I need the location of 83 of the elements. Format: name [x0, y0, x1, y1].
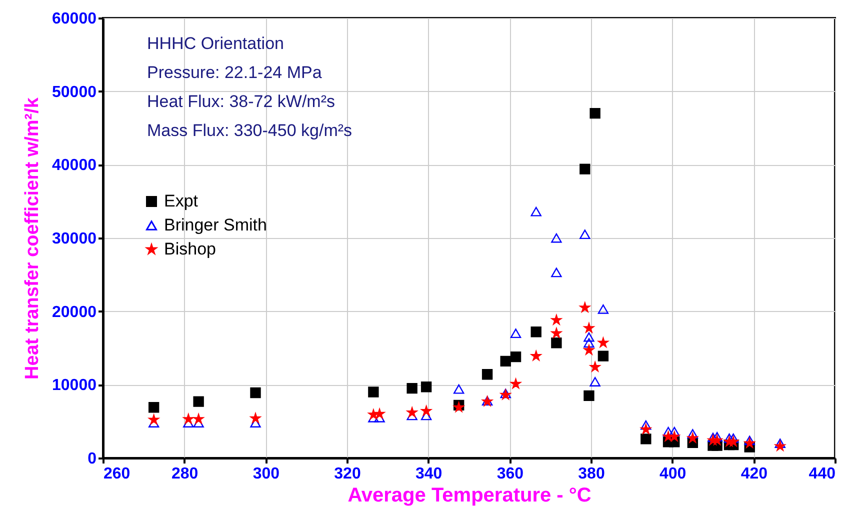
point [774, 440, 786, 451]
point [598, 338, 608, 348]
point [598, 304, 609, 314]
x-tick-label: 400 [659, 466, 686, 482]
point [551, 314, 562, 325]
point [420, 382, 432, 392]
point [580, 164, 590, 174]
point [368, 409, 379, 420]
point [368, 386, 379, 398]
point [584, 332, 594, 342]
point [250, 413, 261, 423]
point [728, 436, 738, 446]
point [551, 328, 562, 338]
point [584, 322, 594, 333]
y-tick-label: 0 [88, 450, 97, 468]
x-tick-label: 360 [496, 466, 524, 482]
x-tick-label: 380 [578, 466, 605, 482]
legend-label: Bishop [164, 240, 216, 258]
point [500, 356, 511, 367]
point [598, 350, 609, 362]
point [590, 377, 600, 386]
point [590, 108, 600, 119]
point [454, 402, 464, 412]
point [551, 338, 562, 348]
x-axis-title: Average Temperature - °C [348, 484, 592, 506]
y-tick-label: 60000 [52, 10, 97, 28]
point [774, 438, 786, 448]
y-tick-label: 30000 [52, 230, 97, 248]
point [193, 414, 204, 424]
legend-label: Bringer Smith [164, 216, 267, 234]
point [744, 438, 755, 448]
y-tick-label: 20000 [52, 304, 97, 321]
point [584, 344, 594, 355]
point [193, 396, 204, 407]
point [406, 407, 418, 417]
point [580, 230, 590, 240]
point [421, 406, 432, 416]
point [687, 429, 698, 439]
point [530, 350, 542, 361]
point [669, 431, 680, 442]
point [530, 326, 542, 338]
point [640, 434, 652, 444]
point [669, 426, 680, 436]
point [250, 387, 261, 398]
annotation: Mass Flux: 330-450 kg/m²s [147, 121, 352, 140]
point [584, 390, 594, 402]
point [510, 351, 522, 362]
point [406, 382, 418, 394]
point [530, 206, 542, 216]
point [584, 338, 594, 348]
x-tick-label: 300 [252, 466, 280, 482]
point [148, 402, 160, 413]
annotation: Pressure: 22.1-24 MPa [147, 63, 322, 82]
point [148, 414, 159, 424]
y-tick-label: 10000 [52, 377, 97, 394]
x-tick-label: 440 [808, 466, 836, 482]
x-tick-label: 340 [415, 466, 442, 482]
point [590, 362, 600, 372]
x-tick-label: 260 [104, 466, 130, 482]
point [712, 435, 722, 445]
annotation: Heat Flux: 38-72 kW/m²s [147, 92, 335, 111]
point [640, 420, 652, 430]
x-tick-label: 320 [334, 466, 361, 482]
point [662, 426, 674, 436]
x-tick-label: 420 [740, 466, 768, 482]
y-tick-label: 40000 [52, 157, 97, 174]
y-axis-title: Heat transfer coefficient w/m²/k [22, 97, 44, 380]
point [580, 302, 590, 312]
point [640, 424, 652, 434]
point [183, 414, 194, 424]
point [744, 436, 755, 446]
point [482, 369, 493, 380]
point [551, 233, 562, 243]
legend-label: Expt [164, 192, 198, 210]
annotation: HHHC Orientation [147, 34, 284, 53]
point [374, 408, 385, 418]
y-tick-label: 50000 [52, 84, 97, 101]
x-tick-label: 280 [171, 466, 198, 482]
point [453, 384, 464, 394]
point [688, 432, 698, 443]
point [510, 378, 521, 388]
point [551, 268, 562, 278]
point [510, 328, 522, 338]
